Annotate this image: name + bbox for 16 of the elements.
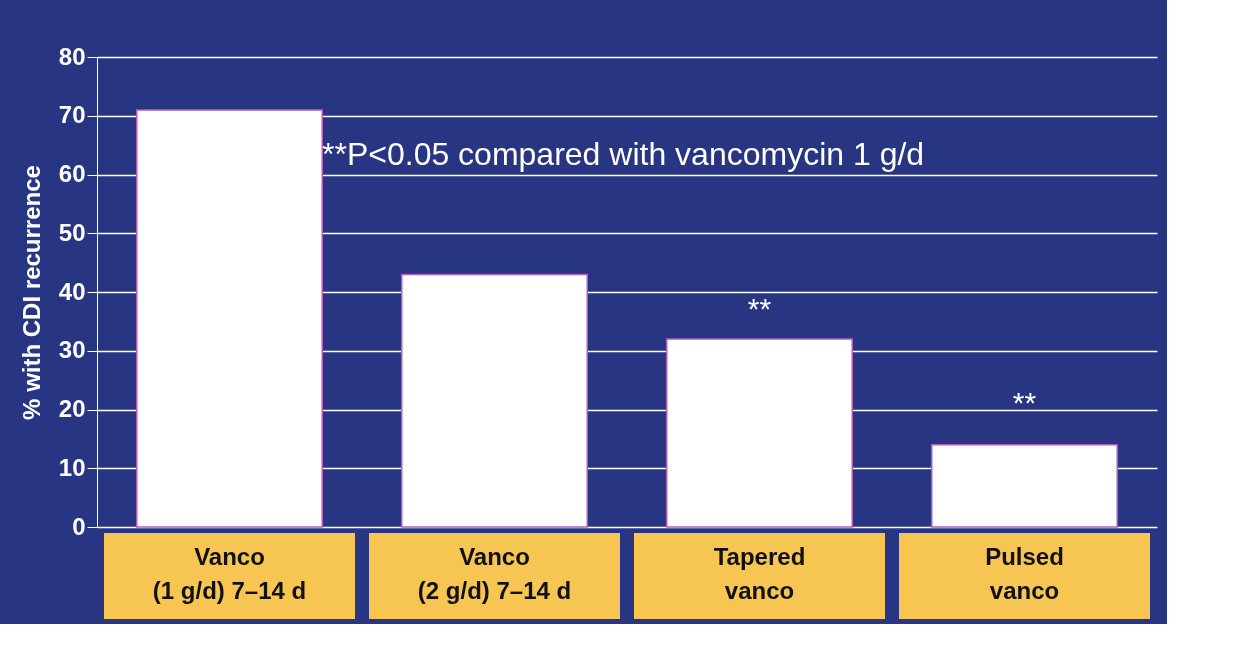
annotation: ** [747,291,772,325]
y-tick-label: 80 [58,42,86,70]
annotation: ** [1012,385,1037,419]
x-tick-label: Vanco (1 g/d) 7–14 d [152,542,307,604]
y-tick-label: 60 [58,160,86,187]
y-tick-label: 50 [58,218,86,246]
x-tick-label: Vanco (2 g/d) 7–14 d [417,542,572,604]
y-axis-title: % with CDI recurrence [17,165,45,420]
y-tick-label: 70 [58,101,86,129]
y-tick-label: 10 [58,453,86,481]
y-tick-label: 20 [58,395,86,422]
y-tick-label: 30 [58,336,86,364]
y-tick-label: 0 [72,512,86,540]
x-tick-label: Pulsed vanco [985,542,1064,604]
y-tick-label: 40 [58,277,86,305]
x-tick-label: Tapered vanco [713,542,806,604]
